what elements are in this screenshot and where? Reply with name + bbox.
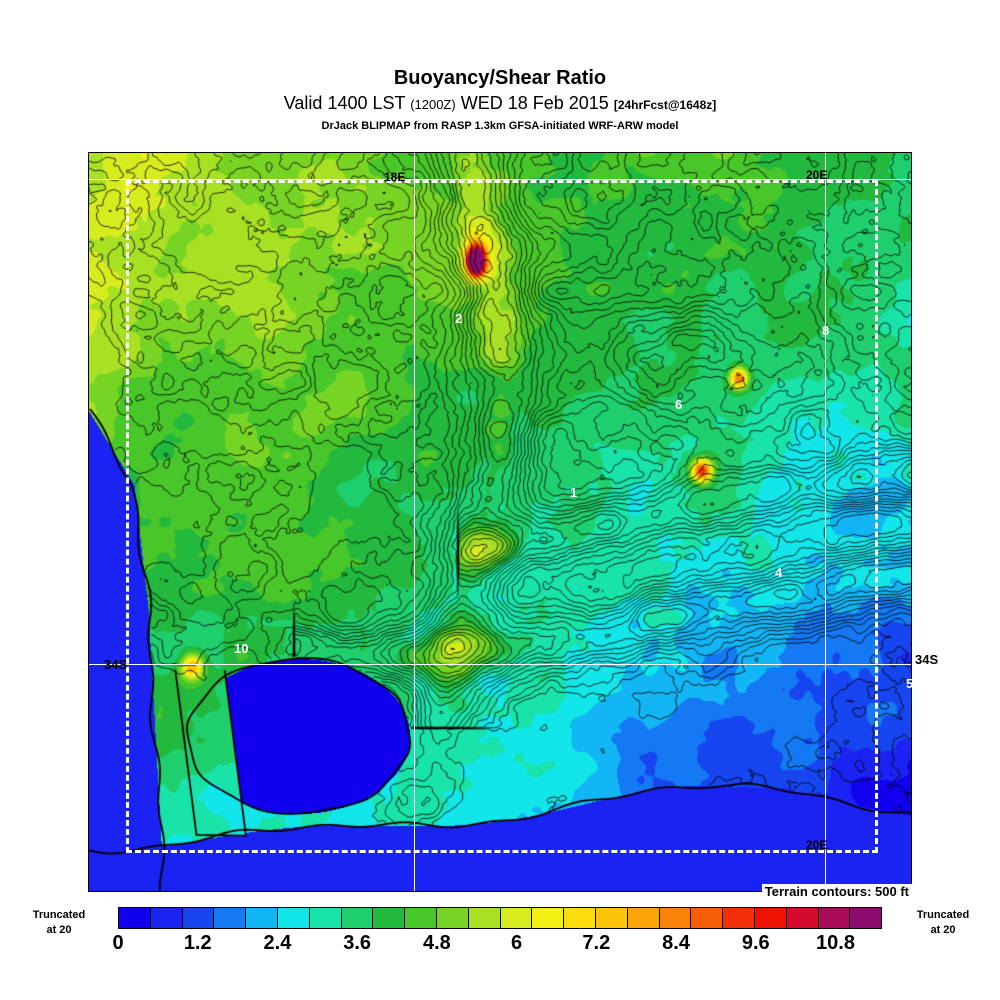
color-swatch-3 xyxy=(214,908,247,928)
map-label-lon-18e: 18E xyxy=(384,170,406,184)
terrain-contour-note: Terrain contours: 500 ft xyxy=(761,884,912,899)
truncated-left-note: Truncated at 20 xyxy=(16,908,102,938)
color-swatch-9 xyxy=(405,908,437,928)
map-label-lon-20e-bottom: 20E xyxy=(806,838,828,852)
color-swatch-23 xyxy=(850,908,882,928)
color-scale-tick-3.6: 3.6 xyxy=(343,932,372,954)
color-scale-tick-8.4: 8.4 xyxy=(662,932,690,954)
page-title: Buoyancy/Shear Ratio xyxy=(393,67,607,89)
color-swatch-6 xyxy=(309,908,342,928)
map-label-lat-right: 34S xyxy=(915,652,939,667)
valid-date: WED 18 Feb 2015 xyxy=(460,93,609,113)
chart-header: Buoyancy/Shear Ratio Valid 1400 LST (120… xyxy=(0,0,1000,133)
valid-time-line: Valid 1400 LST (1200Z) WED 18 Feb 2015 [… xyxy=(0,92,1000,116)
color-swatch-13 xyxy=(532,908,565,928)
color-scale-tick-10.8: 10.8 xyxy=(816,932,855,954)
color-swatch-19 xyxy=(723,908,755,928)
color-swatch-10 xyxy=(436,908,469,928)
valid-time-utc: (1200Z) xyxy=(410,97,456,112)
color-scale-tick-4.8: 4.8 xyxy=(422,932,451,954)
truncated-left-line2: at 20 xyxy=(46,924,72,936)
color-swatch-0 xyxy=(119,908,151,928)
map-value-label-2: 2 xyxy=(455,311,463,326)
map-value-label-8: 8 xyxy=(822,323,830,338)
buoyancy-shear-raster xyxy=(89,153,911,891)
color-swatch-20 xyxy=(754,908,787,928)
valid-time-prefix: Valid 1400 LST xyxy=(283,93,406,113)
color-swatch-15 xyxy=(595,908,628,928)
color-scale-bar[interactable] xyxy=(118,907,882,929)
gridline-lon-20e xyxy=(825,153,826,891)
color-swatch-16 xyxy=(627,908,660,928)
map-value-label-10: 10 xyxy=(234,641,249,656)
map-label-lat-left: 34S xyxy=(104,657,128,672)
domain-boundary xyxy=(126,180,878,853)
color-swatch-17 xyxy=(659,908,692,928)
color-swatch-12 xyxy=(500,908,533,928)
map-value-label-6: 6 xyxy=(675,397,683,412)
color-swatch-11 xyxy=(468,908,501,928)
color-swatch-21 xyxy=(786,908,819,928)
color-scale-tick-1.2: 1.2 xyxy=(183,932,212,954)
truncated-right-line2: at 20 xyxy=(930,924,956,936)
color-scale-tick-7.2: 7.2 xyxy=(582,932,611,954)
map-label-right-minor: 5 xyxy=(906,676,914,691)
gridline-lat-34s xyxy=(89,664,911,665)
truncated-right-note: Truncated at 20 xyxy=(900,908,986,938)
color-swatch-2 xyxy=(182,908,215,928)
map-value-label-4: 4 xyxy=(775,565,783,580)
color-swatch-8 xyxy=(373,908,406,928)
color-swatch-22 xyxy=(818,908,851,928)
gridline-lon-18e xyxy=(414,153,415,891)
color-swatch-18 xyxy=(691,908,724,928)
forecast-tag: [24hrFcst@1648z] xyxy=(613,98,717,112)
color-swatch-5 xyxy=(277,908,310,928)
color-swatch-1 xyxy=(150,908,183,928)
color-scale-tick-2.4: 2.4 xyxy=(263,932,292,954)
forecast-map[interactable] xyxy=(88,152,912,892)
color-scale-tick-0: 0 xyxy=(112,932,124,954)
color-swatch-7 xyxy=(341,908,374,928)
color-swatch-14 xyxy=(564,908,596,928)
model-credit: DrJack BLIPMAP from RASP 1.3km GFSA-init… xyxy=(321,120,679,132)
truncated-left-line1: Truncated xyxy=(32,909,86,921)
gridline-lat-top xyxy=(89,179,911,180)
color-scale-tick-9.6: 9.6 xyxy=(741,932,770,954)
color-scale-tick-6: 6 xyxy=(511,932,523,954)
color-swatch-4 xyxy=(246,908,278,928)
map-value-label-1: 1 xyxy=(570,485,578,500)
map-label-lon-20e-top: 20E xyxy=(806,168,828,182)
truncated-right-line1: Truncated xyxy=(916,909,970,921)
